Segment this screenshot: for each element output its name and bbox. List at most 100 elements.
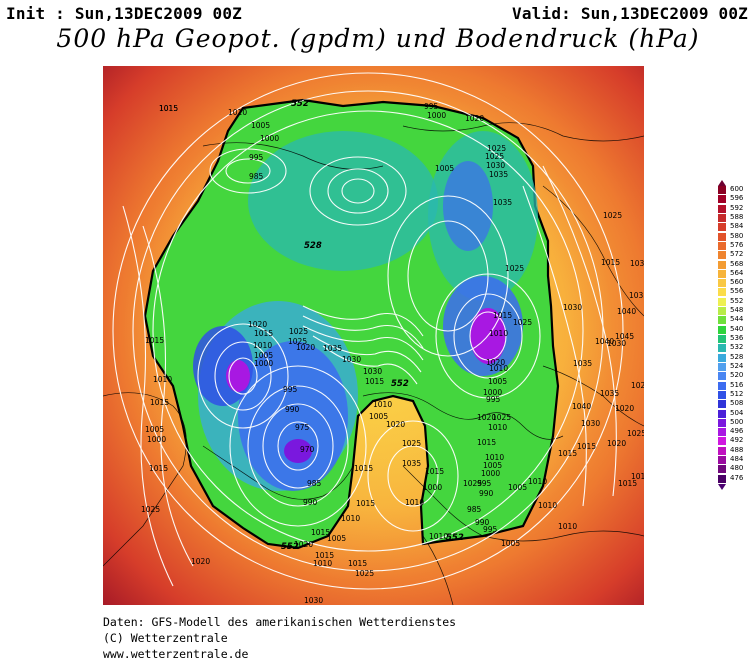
- pressure-label: 1015: [159, 104, 178, 113]
- pressure-label: 1025: [355, 569, 374, 578]
- legend-swatch: [718, 474, 726, 483]
- legend-entry: 592: [716, 204, 756, 213]
- legend-swatch: [718, 204, 726, 213]
- legend-value: 480: [730, 464, 744, 473]
- pressure-label: 1030: [581, 419, 600, 428]
- legend-value: 564: [730, 268, 744, 277]
- pressure-label: 1025: [505, 264, 524, 273]
- legend-entry: 496: [716, 427, 756, 437]
- pressure-label: 1025: [463, 479, 482, 488]
- pressure-label: 1005: [369, 412, 388, 421]
- pressure-label: 1015: [618, 479, 637, 488]
- chart-title: 500 hPa Geopot. (gpdm) und Bodendruck (h…: [56, 24, 700, 53]
- legend-swatch: [718, 418, 726, 427]
- pressure-label: 1020: [486, 358, 505, 367]
- legend-value: 580: [730, 231, 744, 240]
- pressure-label: 975: [295, 423, 310, 432]
- legend-swatch: [718, 344, 726, 353]
- legend-swatch: [718, 232, 726, 241]
- pressure-label: 995: [477, 479, 492, 488]
- purple-low-hudson: [284, 439, 312, 463]
- legend-value: 484: [730, 455, 744, 464]
- pressure-label: 1000: [483, 388, 502, 397]
- legend-swatch: [718, 195, 726, 204]
- legend-value: 572: [730, 250, 744, 259]
- pressure-label: 1015: [311, 528, 330, 537]
- pressure-label: 1020: [477, 413, 496, 422]
- pressure-label: 1040: [617, 307, 636, 316]
- pressure-label: 1030: [630, 259, 644, 268]
- pressure-label: 1010: [489, 364, 508, 373]
- pressure-label: 1015: [145, 336, 164, 345]
- legend-entry: 528: [716, 353, 756, 362]
- legend-swatch: [718, 223, 726, 232]
- pressure-label: 1025: [513, 318, 532, 327]
- footer-copyright: (C) Wetterzentrale: [103, 631, 228, 645]
- pressure-label: 1040: [595, 337, 614, 346]
- legend-swatch: [718, 409, 726, 418]
- footer-url[interactable]: www.wetterzentrale.de: [103, 647, 249, 661]
- legend-entry: 596: [716, 194, 756, 204]
- legend-entry: 504: [716, 408, 756, 418]
- legend-swatch: [718, 269, 726, 278]
- legend-entry: 552: [716, 297, 756, 306]
- legend-arrow-down-icon: [718, 484, 726, 490]
- legend-value: 576: [730, 240, 744, 249]
- pressure-label: 1015: [149, 464, 168, 473]
- pressure-label: 1020: [607, 439, 626, 448]
- legend-swatch: [718, 353, 726, 362]
- legend-value: 492: [730, 436, 744, 445]
- legend-entry: 512: [716, 390, 756, 399]
- legend-entry: 576: [716, 240, 756, 250]
- legend-entry: 508: [716, 399, 756, 409]
- pressure-label: 990: [475, 518, 490, 527]
- pressure-label: 1025: [289, 327, 308, 336]
- legend-entry: 476: [716, 474, 756, 483]
- pressure-label: 1005: [488, 377, 507, 386]
- pressure-label: 1030: [486, 161, 505, 170]
- weather-map-canvas: 552 552 552 552 528 1015 1010100510009959…: [103, 66, 644, 605]
- pressure-label: 1015: [365, 377, 384, 386]
- pressure-label: 1040: [572, 402, 591, 411]
- legend-swatch: [718, 325, 726, 334]
- pressure-label: 970: [300, 445, 315, 454]
- pressure-label: 1025: [485, 152, 504, 161]
- pressure-label: 990: [479, 489, 494, 498]
- pressure-label: 1010: [228, 108, 247, 117]
- legend-value: 488: [730, 445, 744, 454]
- blue-low-hudson: [238, 341, 348, 491]
- legend-swatch: [718, 428, 726, 437]
- legend-value: 500: [730, 417, 744, 426]
- pressure-label: 1020: [191, 557, 210, 566]
- pressure-label: 1030: [563, 303, 582, 312]
- pressure-label: 1020: [248, 320, 267, 329]
- legend-entry: 548: [716, 306, 756, 316]
- geopotential-label: 528: [304, 241, 322, 251]
- pressure-label: 990: [303, 498, 318, 507]
- legend-swatch: [718, 390, 726, 399]
- pressure-label: 1000: [481, 469, 500, 478]
- blue-low-north: [443, 161, 493, 251]
- pressure-label: 1010: [558, 522, 577, 531]
- pressure-label: 1000: [427, 111, 446, 120]
- legend-value: 496: [730, 427, 744, 436]
- pressure-label: 985: [307, 479, 322, 488]
- pressure-label: 1005: [501, 539, 520, 548]
- legend-value: 556: [730, 287, 744, 296]
- pressure-label: 1010: [489, 329, 508, 338]
- legend-swatch: [718, 297, 726, 306]
- pressure-label: 1020: [294, 540, 313, 549]
- pressure-label: 1005: [327, 534, 346, 543]
- pressure-label: 1010: [153, 375, 172, 384]
- purple-low-canada: [226, 360, 250, 392]
- legend-value: 504: [730, 408, 744, 417]
- pressure-label: 1025: [492, 413, 511, 422]
- pressure-label: 985: [249, 172, 264, 181]
- pressure-label: 1025: [487, 144, 506, 153]
- legend-swatch: [718, 279, 726, 288]
- pressure-label: 1015: [477, 438, 496, 447]
- legend-entry: 564: [716, 268, 756, 278]
- pressure-label: 1025: [402, 439, 421, 448]
- legend-entry: 560: [716, 278, 756, 288]
- legend-entry: 492: [716, 436, 756, 446]
